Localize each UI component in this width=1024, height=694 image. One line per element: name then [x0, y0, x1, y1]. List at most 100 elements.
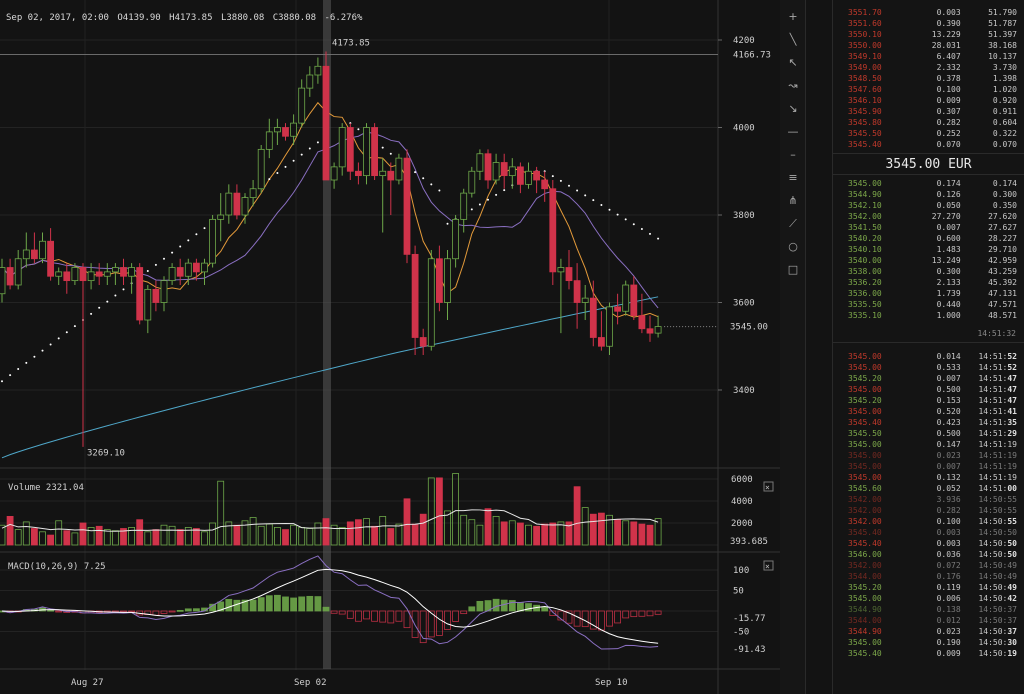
- macd-histogram-bar: [581, 610, 589, 628]
- trade-size: 0.006: [936, 594, 961, 603]
- trade-time: 14:50:37: [961, 626, 1017, 637]
- extended-line-icon[interactable]: ↘: [788, 102, 798, 115]
- trade-time-seconds: 30: [1007, 638, 1017, 647]
- candle-body: [444, 258, 451, 303]
- trade-price: 3544.00: [848, 616, 882, 625]
- candle-body: [573, 280, 581, 303]
- volume-bar: [241, 520, 249, 546]
- trade-time-main: 14:51:: [978, 352, 1008, 361]
- trade-time-seconds: 47: [1007, 374, 1017, 383]
- ray-icon[interactable]: ↝: [788, 79, 798, 92]
- volume-bar: [444, 510, 451, 546]
- trade-price: 3545.00: [848, 462, 882, 471]
- ask-row[interactable]: 3548.50 0.378 1.398: [833, 73, 1024, 84]
- trade-time-main: 14:51:19: [978, 451, 1017, 460]
- ask-row[interactable]: 3550.10 13.229 51.397: [833, 29, 1024, 40]
- bid-row[interactable]: 3540.20 0.600 28.227: [833, 233, 1024, 244]
- bid-row[interactable]: 3542.00 27.270 27.620: [833, 211, 1024, 222]
- psar-dot: [292, 159, 295, 162]
- ask-row[interactable]: 3551.70 0.003 51.790: [833, 7, 1024, 18]
- volume-bar: [314, 522, 322, 546]
- bid-row[interactable]: 3535.10 1.000 48.571: [833, 310, 1024, 321]
- trade-time-main: 14:50:37: [978, 616, 1017, 625]
- trade-time-main: 14:50:49: [978, 561, 1017, 570]
- macd-histogram-bar: [452, 610, 460, 622]
- macd-histogram-bar: [152, 610, 160, 616]
- ask-row[interactable]: 3545.40 0.070 0.070: [833, 139, 1024, 150]
- bid-price: 3535.10: [848, 311, 882, 320]
- bid-row[interactable]: 3538.00 0.300 43.259: [833, 266, 1024, 277]
- volume-bar: [573, 486, 581, 546]
- macd-pane-title: MACD(10,26,9) 7.25: [8, 562, 106, 572]
- macd-histogram-bar: [241, 599, 249, 612]
- bid-amount: 2.133: [936, 278, 961, 287]
- trade-time: 14:51:52: [961, 362, 1017, 373]
- trend-line-icon[interactable]: ╲: [789, 33, 797, 46]
- trade-price: 3544.90: [848, 627, 882, 636]
- psar-dot: [430, 183, 433, 186]
- ask-row[interactable]: 3545.90 0.307 0.911: [833, 106, 1024, 117]
- ask-row[interactable]: 3550.00 28.031 38.168: [833, 40, 1024, 51]
- price-axis-label: 3800: [733, 211, 755, 221]
- bid-row[interactable]: 3535.50 0.440 47.571: [833, 299, 1024, 310]
- ask-row[interactable]: 3551.60 0.390 51.787: [833, 18, 1024, 29]
- macd-histogram-bar: [654, 610, 662, 615]
- psar-dot: [381, 146, 384, 149]
- last-price-label: 3545.00: [730, 323, 768, 333]
- ask-price: 3550.10: [848, 30, 882, 39]
- bid-row[interactable]: 3541.50 0.007 27.627: [833, 222, 1024, 233]
- ohlc-open: O4139.90: [117, 13, 161, 23]
- ask-row[interactable]: 3545.50 0.252 0.322: [833, 128, 1024, 139]
- macd-histogram-bar: [371, 610, 379, 622]
- volume-bar: [346, 521, 354, 546]
- bid-row[interactable]: 3545.00 0.174 0.174: [833, 178, 1024, 189]
- ask-row[interactable]: 3545.80 0.282 0.604: [833, 117, 1024, 128]
- bid-row[interactable]: 3540.00 13.249 42.959: [833, 255, 1024, 266]
- time-axis-label: Aug 27: [71, 678, 104, 688]
- circle-icon[interactable]: ○: [788, 240, 798, 253]
- trade-size: 0.036: [936, 550, 961, 559]
- trade-row: 3545.00 0.500 14:51:47: [833, 384, 1024, 395]
- volume-bar: [79, 522, 87, 546]
- candle-body: [379, 170, 387, 177]
- trade-row: 3545.00 0.132 14:51:19: [833, 472, 1024, 483]
- psar-dot: [57, 337, 60, 340]
- ask-row[interactable]: 3546.10 0.009 0.920: [833, 95, 1024, 106]
- arrow-line-icon[interactable]: ↖: [788, 56, 798, 69]
- macd-histogram-bar: [411, 610, 419, 638]
- ask-row[interactable]: 3549.00 2.332 3.730: [833, 62, 1024, 73]
- pitchfork-icon[interactable]: ⋔: [788, 194, 798, 207]
- ask-row[interactable]: 3549.10 6.407 10.137: [833, 51, 1024, 62]
- horizontal-ray-icon[interactable]: –: [790, 148, 796, 161]
- bid-row[interactable]: 3544.90 0.126 0.300: [833, 189, 1024, 200]
- ask-row[interactable]: 3547.60 0.100 1.020: [833, 84, 1024, 95]
- ask-amount: 0.003: [936, 8, 961, 17]
- trade-size: 0.052: [936, 484, 961, 493]
- trade-size: 0.138: [936, 605, 961, 614]
- crosshair-icon[interactable]: +: [788, 10, 798, 23]
- horizontal-line-icon[interactable]: —: [787, 125, 799, 138]
- trade-row: 3545.60 0.052 14:51:00: [833, 483, 1024, 494]
- trade-size: 3.936: [936, 495, 961, 504]
- bid-row[interactable]: 3540.10 1.483 29.710: [833, 244, 1024, 255]
- rectangle-icon[interactable]: □: [787, 263, 799, 276]
- bid-row[interactable]: 3542.10 0.050 0.350: [833, 200, 1024, 211]
- psar-dot: [478, 203, 481, 206]
- volume-bar: [55, 520, 63, 546]
- bid-row[interactable]: 3536.20 2.133 45.392: [833, 277, 1024, 288]
- trade-time-seconds: 19: [1007, 649, 1017, 658]
- bid-amount: 0.300: [936, 267, 961, 276]
- candle-body: [47, 240, 54, 277]
- volume-axis-label: 4000: [731, 497, 753, 507]
- macd-histogram-bar: [395, 610, 403, 622]
- bid-amount: 13.249: [931, 256, 961, 265]
- trade-time: 14:51:52: [961, 351, 1017, 362]
- bid-row[interactable]: 3536.00 1.739 47.131: [833, 288, 1024, 299]
- trade-size: 0.012: [936, 616, 961, 625]
- price-chart[interactable]: 4200 4000 3800 3600 3400 4166.73 3545.00 4173.8…: [0, 0, 780, 694]
- volume-bar: [452, 473, 460, 546]
- trade-row: 3545.00 0.190 14:50:30: [833, 637, 1024, 648]
- fib-fan-icon[interactable]: ⟋: [789, 217, 797, 230]
- parallel-channel-icon[interactable]: ≡: [788, 171, 798, 184]
- volume-bar: [371, 525, 379, 546]
